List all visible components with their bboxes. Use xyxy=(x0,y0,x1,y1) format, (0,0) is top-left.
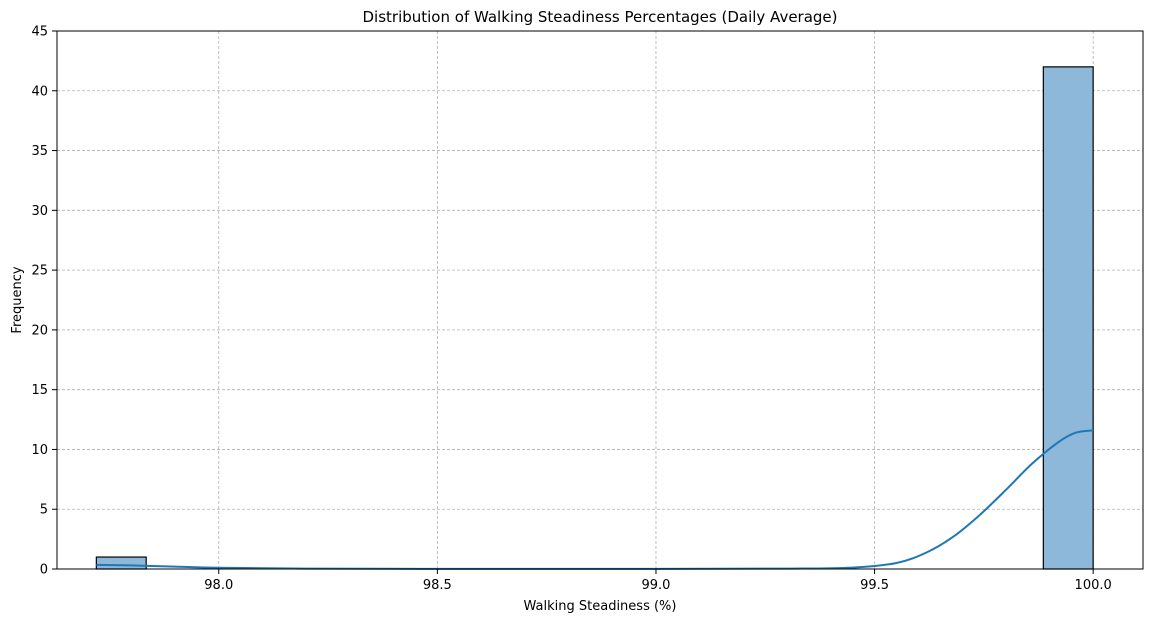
chart-title: Distribution of Walking Steadiness Perce… xyxy=(362,8,837,26)
x-axis-title: Walking Steadiness (%) xyxy=(524,599,677,614)
bars-layer xyxy=(95,66,1094,570)
y-tick-label: 30 xyxy=(31,204,48,219)
ticks-layer: 98.0 98.5 99.0 99.5 100.0 0 5 10 15 20 25 30 35 40 45 xyxy=(31,25,1111,594)
y-tick-label: 0 xyxy=(40,563,48,578)
histogram-bar xyxy=(95,556,147,570)
plot-frame xyxy=(56,30,1144,570)
x-tick-label: 99.0 xyxy=(641,578,670,593)
x-tick-label: 99.5 xyxy=(860,578,889,593)
y-tick-label: 35 xyxy=(31,144,48,159)
y-tick-label: 20 xyxy=(31,323,48,338)
kde-curve xyxy=(96,429,1094,570)
kde-layer xyxy=(96,429,1094,570)
x-tick-label: 98.0 xyxy=(204,578,233,593)
histogram-bar xyxy=(1042,66,1094,570)
y-tick-label: 25 xyxy=(31,264,48,279)
y-tick-label: 10 xyxy=(31,443,48,458)
y-tick-label: 15 xyxy=(31,383,48,398)
grid-layer xyxy=(57,30,1143,570)
x-tick-label: 98.5 xyxy=(423,578,452,593)
x-tick-label: 100.0 xyxy=(1075,578,1112,593)
y-tick-label: 45 xyxy=(31,25,48,40)
y-axis-title: Frequency xyxy=(10,266,25,333)
y-tick-label: 5 xyxy=(40,503,48,518)
y-tick-label: 40 xyxy=(31,84,48,99)
